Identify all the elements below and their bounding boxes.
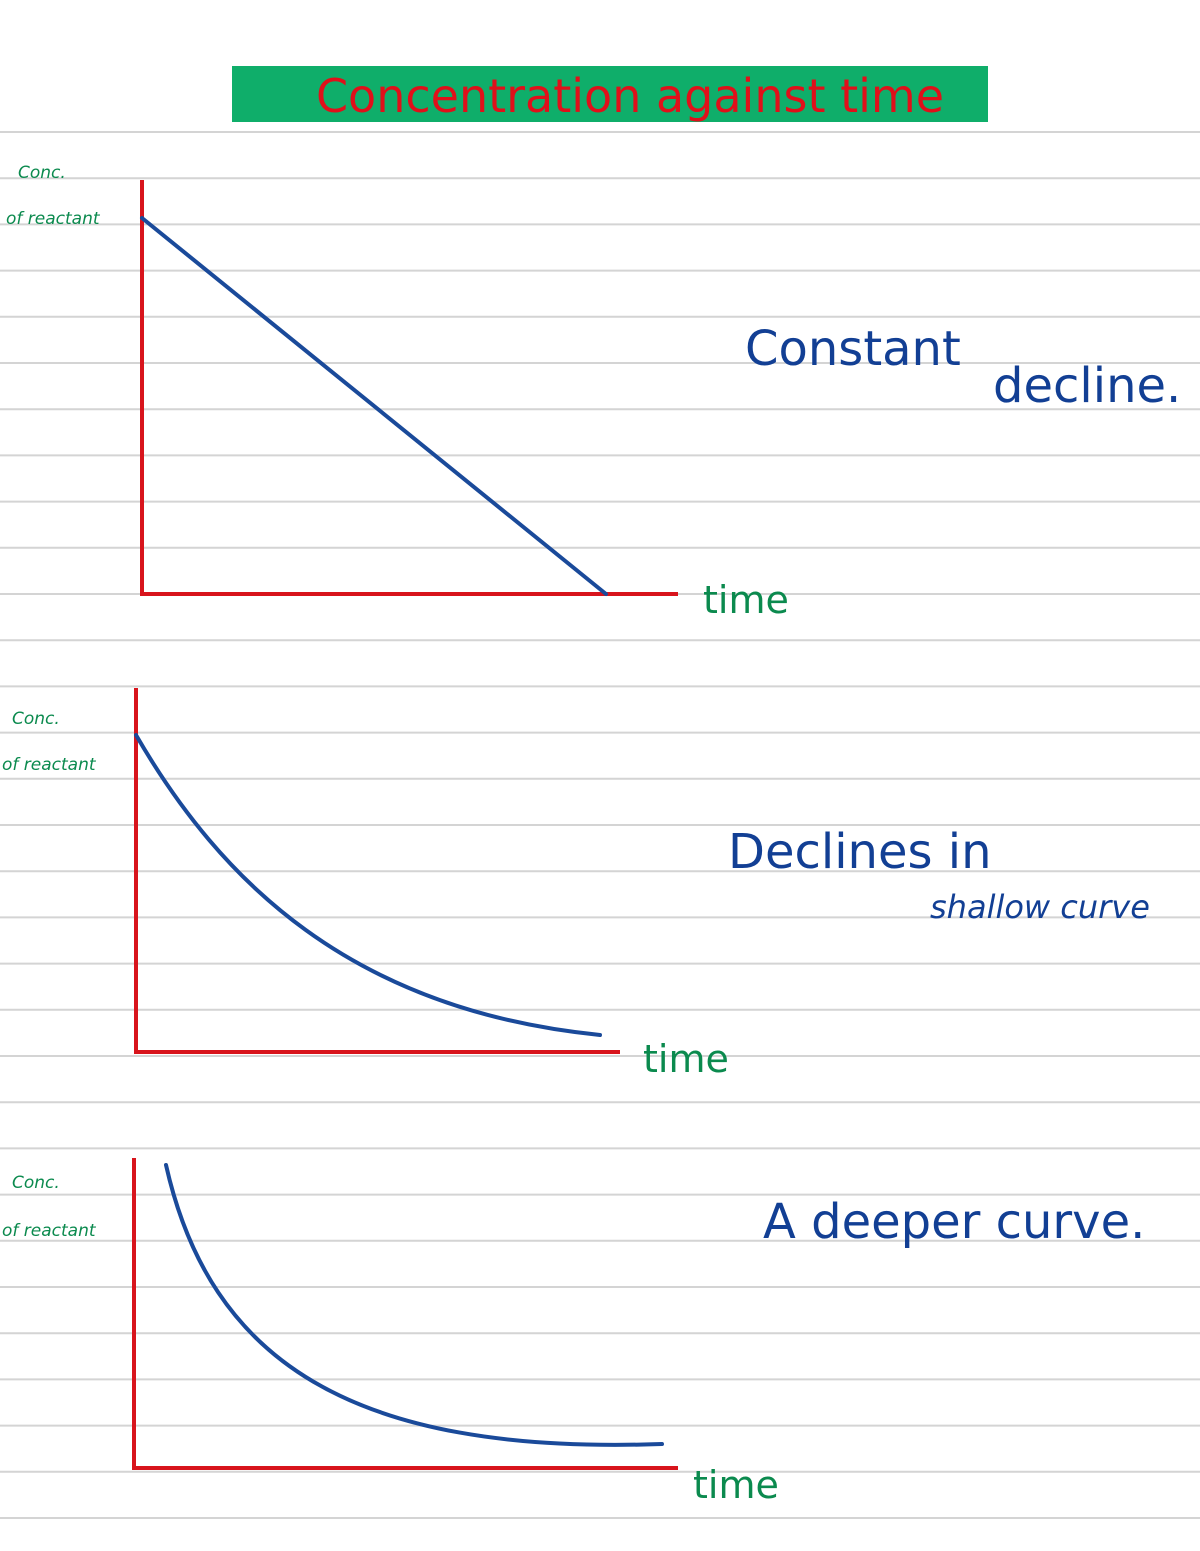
- y-label: Conc.: [18, 163, 66, 183]
- note: decline.: [993, 358, 1181, 414]
- curve: [140, 216, 608, 596]
- panel: Conc. of reactant time Declines in shall…: [2, 688, 1150, 1081]
- y-label: of reactant: [2, 1221, 97, 1241]
- x-label: time: [703, 578, 789, 622]
- axes: [132, 1158, 678, 1470]
- y-label: of reactant: [2, 755, 97, 775]
- title: Concentration against time: [316, 69, 944, 123]
- note: shallow curve: [930, 888, 1150, 926]
- panel: Conc. of reactant time Constant decline.: [6, 163, 1181, 622]
- x-label: time: [643, 1037, 729, 1081]
- title-highlight: [232, 66, 988, 122]
- curve: [164, 1163, 664, 1447]
- y-label: of reactant: [6, 209, 101, 229]
- curve: [134, 733, 602, 1037]
- y-label: Conc.: [12, 709, 60, 729]
- y-label: Conc.: [12, 1173, 60, 1193]
- axes: [140, 180, 678, 596]
- panel: Conc. of reactant time A deeper curve.: [2, 1158, 1145, 1507]
- note: Declines in: [728, 824, 992, 880]
- axes: [134, 688, 620, 1054]
- ruled-lines: [0, 131, 1200, 1519]
- note: A deeper curve.: [763, 1194, 1145, 1250]
- note: Constant: [745, 321, 961, 377]
- x-label: time: [693, 1463, 779, 1507]
